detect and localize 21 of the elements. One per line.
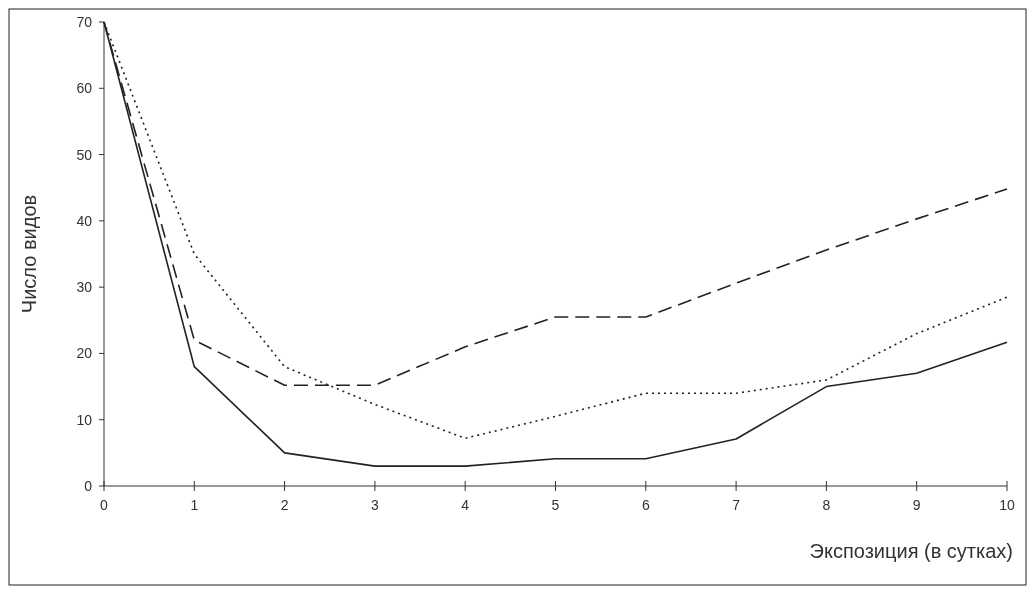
x-tick-label: 9: [912, 497, 921, 513]
x-tick-label: 2: [280, 497, 289, 513]
y-tick-label: 0: [84, 478, 93, 494]
x-tick-label: 3: [371, 497, 379, 513]
x-tick-label: 7: [732, 497, 741, 513]
y-tick-label: 20: [76, 345, 93, 362]
x-tick-label: 8: [822, 497, 831, 513]
x-tick-label: 6: [641, 497, 650, 513]
x-tick-label: 0: [100, 497, 109, 513]
y-tick-label: 60: [76, 80, 93, 97]
y-tick-label: 50: [76, 146, 93, 163]
x-tick-label: 5: [551, 497, 560, 513]
y-tick-label: 70: [76, 14, 93, 30]
y-axis-title: Число видов: [18, 194, 40, 314]
y-tick-label: 10: [76, 411, 93, 428]
x-tick-label: 10: [999, 497, 1015, 513]
x-tick-label: 1: [190, 497, 199, 513]
y-tick-label: 30: [76, 279, 93, 296]
x-axis-title: Экспозиция (в сутках): [809, 540, 1013, 562]
x-tick-label: 4: [461, 497, 470, 513]
y-tick-label: 40: [76, 212, 93, 229]
